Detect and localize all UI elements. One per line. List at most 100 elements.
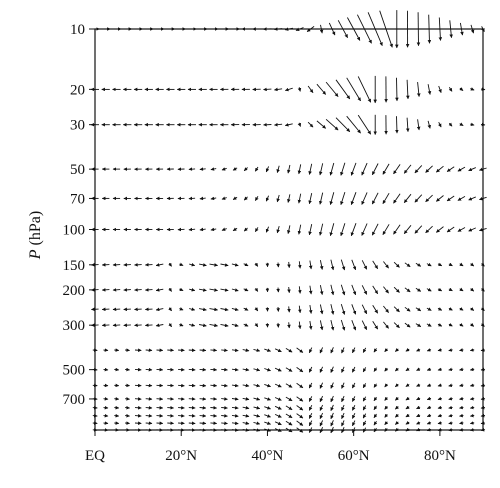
wind-vector [232, 167, 238, 171]
wind-vector [232, 196, 238, 200]
x-tick-label: EQ [85, 448, 105, 464]
wind-vector [341, 347, 345, 354]
wind-vector [134, 288, 142, 292]
wind-vector [414, 165, 423, 174]
wind-vector [469, 413, 475, 418]
wind-vector [436, 226, 444, 233]
wind-vector [416, 396, 421, 401]
wind-vector [318, 192, 324, 205]
wind-vector [265, 226, 270, 233]
wind-vector [144, 288, 153, 292]
wind-vector [437, 307, 443, 311]
wind-vector [264, 421, 271, 425]
wind-vector [264, 414, 271, 418]
wind-vector [383, 261, 389, 269]
wind-vector [384, 383, 389, 388]
wind-vector [253, 348, 261, 352]
wind-vector [210, 397, 218, 401]
wind-vector [393, 164, 401, 175]
wind-vector [437, 421, 442, 425]
wind-vector [373, 413, 378, 418]
wind-vector [156, 367, 164, 372]
wind-vector [199, 263, 207, 267]
wind-vector [253, 367, 261, 372]
wind-vector [308, 224, 313, 236]
wind-vector [209, 323, 218, 328]
y-tick-label: 30 [70, 118, 85, 134]
wind-vector [199, 383, 207, 388]
wind-vector [350, 223, 357, 237]
wind-vector [145, 367, 153, 372]
wind-vector [425, 225, 433, 234]
wind-vector [231, 367, 239, 372]
wind-vector [340, 284, 346, 296]
wind-vector [448, 348, 453, 352]
wind-vector [405, 421, 410, 425]
wind-vector [457, 196, 466, 201]
wind-vector [253, 397, 261, 401]
wind-vector [297, 193, 302, 204]
wind-vector [340, 223, 346, 237]
wind-vector [362, 413, 367, 419]
wind-vector [285, 367, 293, 372]
wind-vector [319, 382, 324, 389]
wind-vector [318, 163, 324, 176]
wind-vector [340, 303, 346, 315]
wind-vector [405, 413, 410, 418]
wind-vector [437, 262, 443, 267]
wind-vector [459, 421, 464, 425]
wind-vector [427, 120, 432, 129]
wind-vector [210, 348, 218, 352]
y-tick-label: 50 [70, 162, 85, 178]
wind-vector [395, 383, 399, 388]
wind-vector [319, 320, 324, 331]
wind-vector [274, 87, 283, 92]
wind-vector [329, 192, 335, 205]
y-tick-label: 70 [70, 191, 85, 207]
wind-vector [437, 383, 442, 387]
wind-vector [179, 323, 184, 327]
wind-vector [221, 367, 228, 372]
wind-vector [296, 382, 304, 389]
wind-vector [448, 87, 453, 92]
wind-vector [373, 383, 378, 388]
wind-vector [274, 405, 282, 410]
wind-vector [330, 395, 334, 403]
wind-vector [470, 322, 475, 327]
wind-vector [330, 319, 335, 331]
wind-vector [416, 421, 421, 425]
wind-vector [459, 383, 464, 388]
wind-vector [179, 287, 184, 292]
wind-vector [362, 405, 367, 411]
wind-vector [264, 348, 271, 352]
wind-vector [335, 79, 351, 100]
wind-vector [188, 167, 196, 171]
wind-vector [210, 367, 218, 372]
wind-vector [296, 367, 304, 373]
wind-vector [287, 261, 291, 269]
wind-vector [274, 413, 282, 418]
wind-vector [263, 87, 272, 92]
y-axis-label: P (hPa) [27, 211, 44, 260]
wind-vector [220, 323, 229, 328]
wind-vector [112, 323, 121, 327]
wind-vector [265, 166, 270, 173]
wind-vector [296, 396, 304, 402]
wind-vector [469, 396, 475, 401]
wind-vector [210, 227, 217, 232]
wind-vector [199, 196, 206, 201]
wind-vector [426, 323, 432, 327]
wind-vector [221, 383, 228, 388]
wind-vector [231, 421, 239, 426]
wind-vector [459, 87, 464, 91]
y-tick-label: 100 [63, 223, 86, 239]
wind-vector [427, 84, 432, 95]
wind-vector [188, 397, 196, 401]
wind-vector [448, 322, 453, 327]
wind-vector [243, 323, 249, 327]
wind-vector [329, 162, 335, 176]
wind-vector [319, 304, 324, 315]
wind-vector [470, 307, 475, 311]
wind-vector [383, 321, 389, 329]
wind-vector [340, 259, 346, 271]
